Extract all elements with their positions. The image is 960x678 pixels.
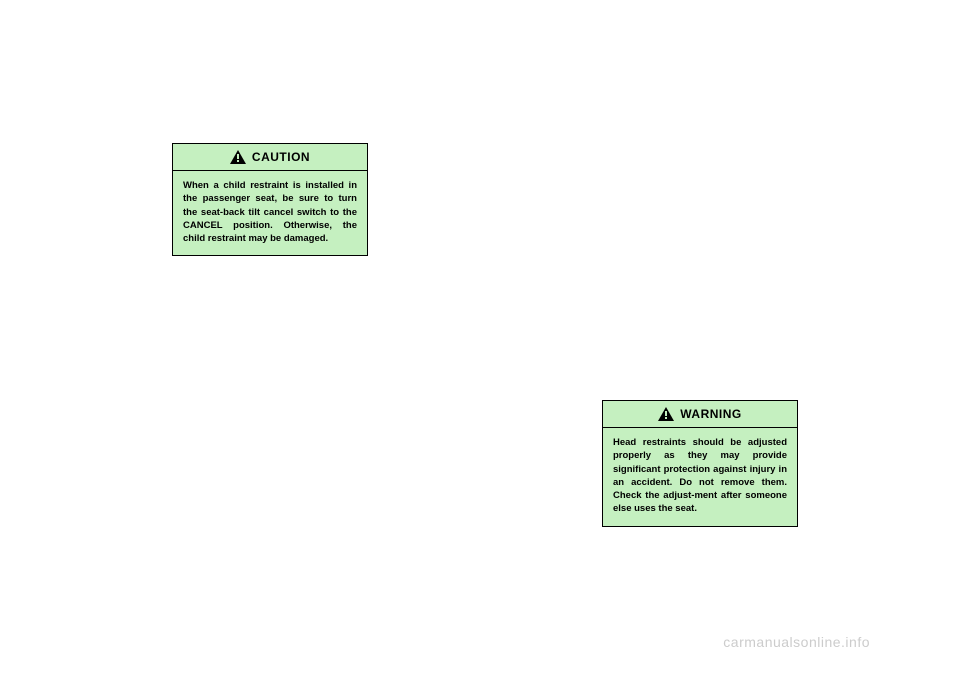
warning-header: WARNING [603, 401, 797, 428]
caution-callout: CAUTION When a child restraint is instal… [172, 143, 368, 256]
caution-body: When a child restraint is installed in t… [173, 171, 367, 255]
watermark-text: carmanualsonline.info [723, 634, 870, 650]
warning-body: Head restraints should be adjusted prope… [603, 428, 797, 526]
caution-title: CAUTION [252, 150, 310, 164]
warning-title: WARNING [680, 407, 742, 421]
warning-triangle-icon [230, 150, 246, 164]
warning-triangle-icon [658, 407, 674, 421]
caution-header: CAUTION [173, 144, 367, 171]
warning-callout: WARNING Head restraints should be adjust… [602, 400, 798, 527]
